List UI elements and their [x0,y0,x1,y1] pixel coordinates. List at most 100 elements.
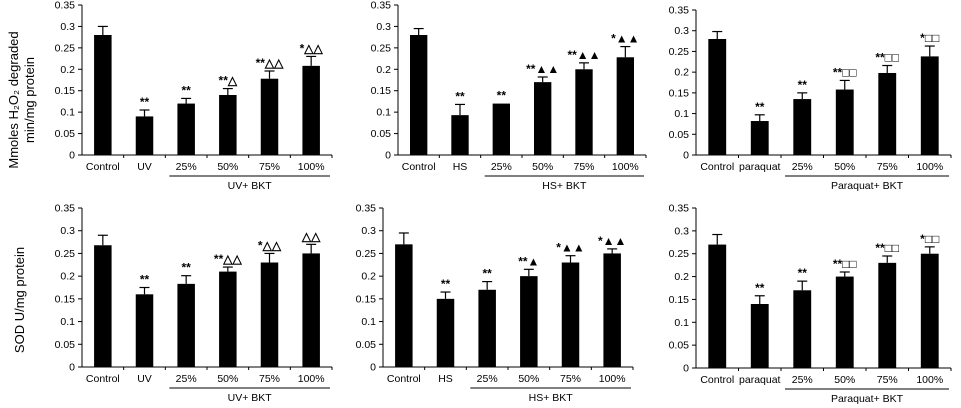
bar [920,253,939,368]
y-tick-label: 0.1 [376,107,391,119]
y-tick-label: 0.3 [674,225,689,237]
significance-label: ** [497,89,507,103]
bar [219,95,237,155]
y-tick-label: 0.2 [60,271,75,283]
bar [603,253,621,367]
bar [793,290,812,368]
significance-label: ** [755,281,765,295]
y-tick-label: 0 [69,362,75,374]
x-tick-label: 25% [176,161,197,173]
y-tick-label: 0 [69,150,75,162]
x-tick-label: 75% [877,161,898,173]
x-tick-label: UV [137,161,152,173]
y-tick-label: 0.1 [674,108,689,120]
bar [561,262,580,367]
x-tick-label: 75% [877,374,898,386]
x-tick-label: 100% [298,373,325,385]
group-label: UV+ BKT [228,392,273,404]
significance-label: ** [798,266,808,280]
y-tick-label: 0.1 [60,107,75,119]
significance-label: ** [482,267,492,281]
y-tick-label: 0.35 [55,203,76,215]
y-tick-label: 0.15 [356,293,377,305]
significance-label: *▲▲ [556,241,584,255]
y-tick-label: 0.25 [669,248,690,260]
y-tick-label: 0.35 [669,5,690,17]
significance-label: **□□ [833,65,857,79]
bar [793,99,812,155]
y-tick-label: 0.25 [356,248,377,260]
significance-label: ** [441,277,451,291]
bar [260,78,279,155]
y-tick-label: 0.15 [55,85,76,97]
x-tick-label: 25% [792,161,813,173]
significance-label: *△△ [258,238,282,252]
group-label: Paraquat+ BKT [831,180,904,192]
chart-panels: 0 0.05 0.1 0.15 0.2 0.25 0.3 0.35 Control ** UV ** 2… [55,0,952,405]
y-tick-label: 0.2 [674,67,689,79]
significance-label: **▲▲ [567,48,600,62]
x-tick-label: paraquat [739,161,781,173]
y-tick-label: 0 [683,363,689,375]
x-tick-label: UV [137,373,152,385]
y-tick-label: 0.35 [371,0,392,12]
significance-label: *▲▲ [611,32,639,46]
x-tick-label: Control [387,373,421,385]
bar [219,271,237,367]
bar [135,116,154,155]
x-tick-label: 50% [834,374,855,386]
x-tick-label: 25% [491,161,512,173]
y-tick-label: 0.1 [674,317,689,329]
bar [492,103,511,155]
chart-panel-2: 0 0.05 0.1 0.15 0.2 0.25 0.3 0.35 Control ** HS ** 2… [371,0,647,192]
significance-label: ** [181,83,191,97]
x-tick-label: Control [700,161,734,173]
x-tick-label: 50% [532,161,553,173]
y-axis-label-bottom: SOD U/mg protein [12,247,27,353]
significance-label: *▲▲ [598,234,626,248]
bar [575,69,593,155]
significance-label: ** [181,261,191,275]
bar [878,72,897,155]
bar [135,294,154,367]
y-tick-label: 0.15 [669,294,690,306]
y-tick-label: 0.05 [356,339,377,351]
bar [451,115,469,155]
x-tick-label: 75% [560,373,581,385]
chart-panel-6: 0 0.05 0.1 0.15 0.2 0.25 0.3 0.35 Control ** paraq… [669,203,952,405]
x-tick-label: 100% [612,161,639,173]
x-tick-label: 25% [477,373,498,385]
x-tick-label: Control [86,161,120,173]
x-tick-label: Control [700,374,734,386]
y-tick-label: 0.2 [376,64,391,76]
significance-label: ** [140,273,150,287]
x-tick-label: 100% [916,161,943,173]
y-tick-label: 0.1 [60,316,75,328]
significance-label: **▲▲ [526,62,559,76]
bar [616,57,635,155]
bar [920,56,939,155]
x-tick-label: 75% [259,161,280,173]
significance-label: **□□ [833,257,857,271]
bar [878,262,897,368]
y-tick-label: 0.25 [55,248,76,260]
significance-label: **△ [219,74,238,88]
y-tick-label: 0 [683,150,689,162]
significance-label: **□□ [875,51,899,65]
x-tick-label: HS [453,161,468,173]
significance-label: ** [755,100,765,114]
group-label: UV+ BKT [228,180,273,192]
bar [302,253,320,367]
y-tick-label: 0.05 [55,339,76,351]
y-tick-label: 0.35 [669,203,690,215]
significance-label: ** [140,95,150,109]
significance-label: *□□ [920,31,939,45]
bar [177,103,195,155]
x-tick-label: 50% [217,373,238,385]
bar [94,245,112,367]
bar [177,283,195,367]
y-tick-label: 0.05 [669,340,690,352]
significance-label: △△ [301,229,321,243]
y-tick-label: 0.2 [60,64,75,76]
